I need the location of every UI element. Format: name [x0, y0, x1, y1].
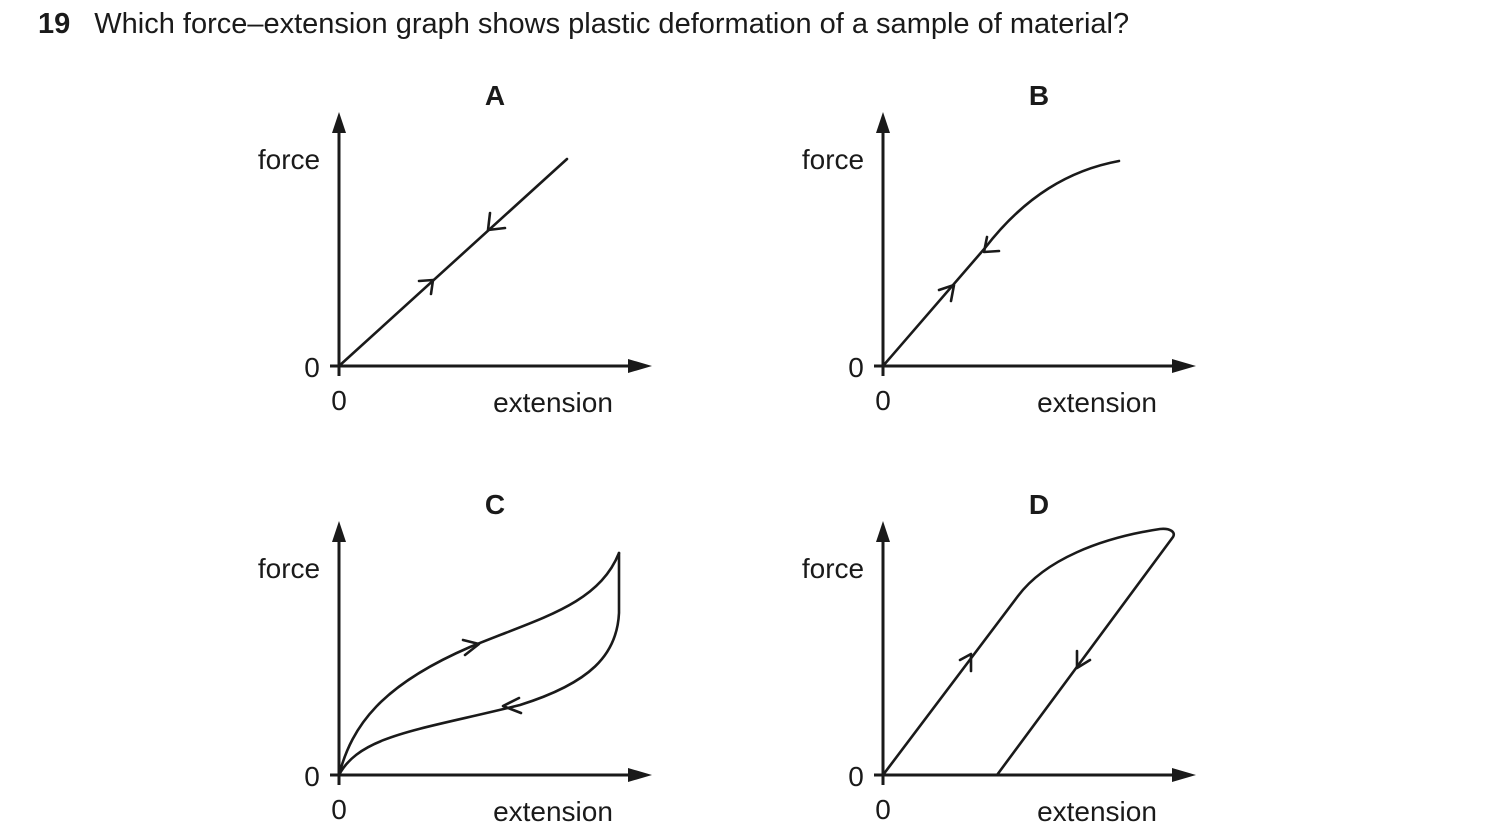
graph-d: D force 0 0 extension: [802, 489, 1196, 827]
graph-a-x-axis-arrowhead: [628, 359, 652, 373]
graph-d-curve: [881, 527, 1176, 777]
graph-b-x-label: extension: [1037, 387, 1157, 418]
graph-a-origin-x-label: 0: [331, 385, 347, 416]
graph-b: B force 0 0 extension: [802, 80, 1196, 418]
graph-d-origin-x-label: 0: [875, 794, 891, 825]
graph-c-y-label: force: [258, 553, 320, 584]
question-number: 19: [38, 8, 71, 40]
graph-c-x-axis-arrowhead: [628, 768, 652, 782]
graph-a-origin-y-label: 0: [304, 352, 320, 383]
graph-a-y-label: force: [258, 144, 320, 175]
graph-a-curve: [337, 157, 569, 368]
graph-d-y-axis-arrowhead: [876, 521, 890, 542]
graph-b-letter: B: [1029, 80, 1049, 111]
graph-d-y-label: force: [802, 553, 864, 584]
graph-a-unloading-arrow: [486, 211, 507, 232]
graph-a-letter: A: [485, 80, 505, 111]
graph-c: C force 0 0 extension: [258, 489, 652, 827]
graph-b-loading-arrow: [937, 283, 956, 303]
graph-b-unloading-arrow: [982, 235, 1001, 254]
graph-a: A force 0 0 extension: [258, 80, 652, 418]
graph-d-unloading-arrow: [1075, 649, 1092, 670]
graph-d-loading-arrow: [958, 652, 973, 673]
graph-c-unloading-curve: [337, 551, 621, 777]
graph-d-x-axis-arrowhead: [1172, 768, 1196, 782]
graph-b-y-axis-arrowhead: [876, 112, 890, 133]
graph-c-letter: C: [485, 489, 505, 520]
question-line: 19 Which force–extension graph shows plas…: [38, 8, 1129, 41]
graph-b-x-axis-arrowhead: [1172, 359, 1196, 373]
graph-d-x-label: extension: [1037, 796, 1157, 827]
graph-b-origin-x-label: 0: [875, 385, 891, 416]
graph-c-loading-arrow: [461, 638, 481, 657]
graph-b-y-label: force: [802, 144, 864, 175]
graph-d-letter: D: [1029, 489, 1049, 520]
graph-c-unloading-arrow: [501, 696, 523, 715]
question-text: Which force–extension graph shows plasti…: [94, 8, 1130, 40]
graph-c-x-label: extension: [493, 796, 613, 827]
graph-c-origin-y-label: 0: [304, 761, 320, 792]
graph-a-loading-arrow: [417, 278, 435, 296]
graph-b-origin-y-label: 0: [848, 352, 864, 383]
graph-c-origin-x-label: 0: [331, 794, 347, 825]
graph-b-curve: [881, 159, 1121, 368]
graph-a-y-axis-arrowhead: [332, 112, 346, 133]
graph-a-x-label: extension: [493, 387, 613, 418]
graph-c-loading-curve: [337, 551, 621, 777]
graph-d-origin-y-label: 0: [848, 761, 864, 792]
graph-c-y-axis-arrowhead: [332, 521, 346, 542]
